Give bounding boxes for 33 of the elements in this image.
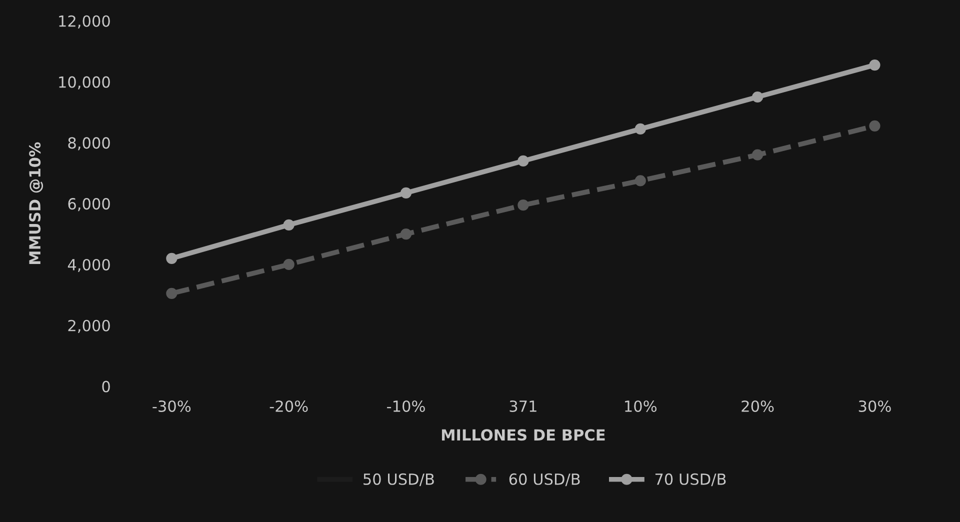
- point: [166, 252, 178, 264]
- point: [869, 59, 880, 71]
- y-tick-label: 12,000: [59, 15, 110, 28]
- point: [518, 200, 529, 211]
- point: [869, 120, 880, 132]
- point: [634, 123, 646, 135]
- point: [400, 228, 412, 240]
- point: [518, 155, 529, 167]
- legend-label: 70 USD/B: [655, 473, 726, 486]
- legend-label: 60 USD/B: [509, 473, 580, 486]
- y-tick-label: 6,000: [68, 198, 110, 212]
- x-tick-label: 30%: [858, 400, 891, 412]
- y-tick-label: 8,000: [68, 137, 110, 150]
- x-tick-label: 10%: [625, 400, 657, 412]
- y-axis-title: MMUSD @10%: [29, 142, 44, 264]
- y-tick-label: 0: [102, 380, 110, 392]
- x-tick-label: -10%: [387, 400, 425, 412]
- x-tick-label: 20%: [742, 400, 774, 412]
- y-tick-label: 10,000: [59, 76, 110, 90]
- x-tick-label: -30%: [152, 400, 191, 412]
- point: [634, 175, 646, 186]
- point: [400, 187, 412, 198]
- point: [283, 219, 294, 230]
- y-tick-label: 4,000: [68, 258, 110, 272]
- x-tick-label: 371: [510, 400, 536, 412]
- y-tick-label: 2,000: [68, 320, 110, 333]
- point: [752, 149, 764, 160]
- legend-label: 50 USD/B: [364, 473, 434, 486]
- x-tick-label: -20%: [270, 400, 308, 412]
- x-axis-title: MILLONES DE BPCE: [442, 429, 605, 441]
- point: [166, 288, 178, 299]
- point: [283, 258, 294, 270]
- point: [752, 91, 764, 103]
